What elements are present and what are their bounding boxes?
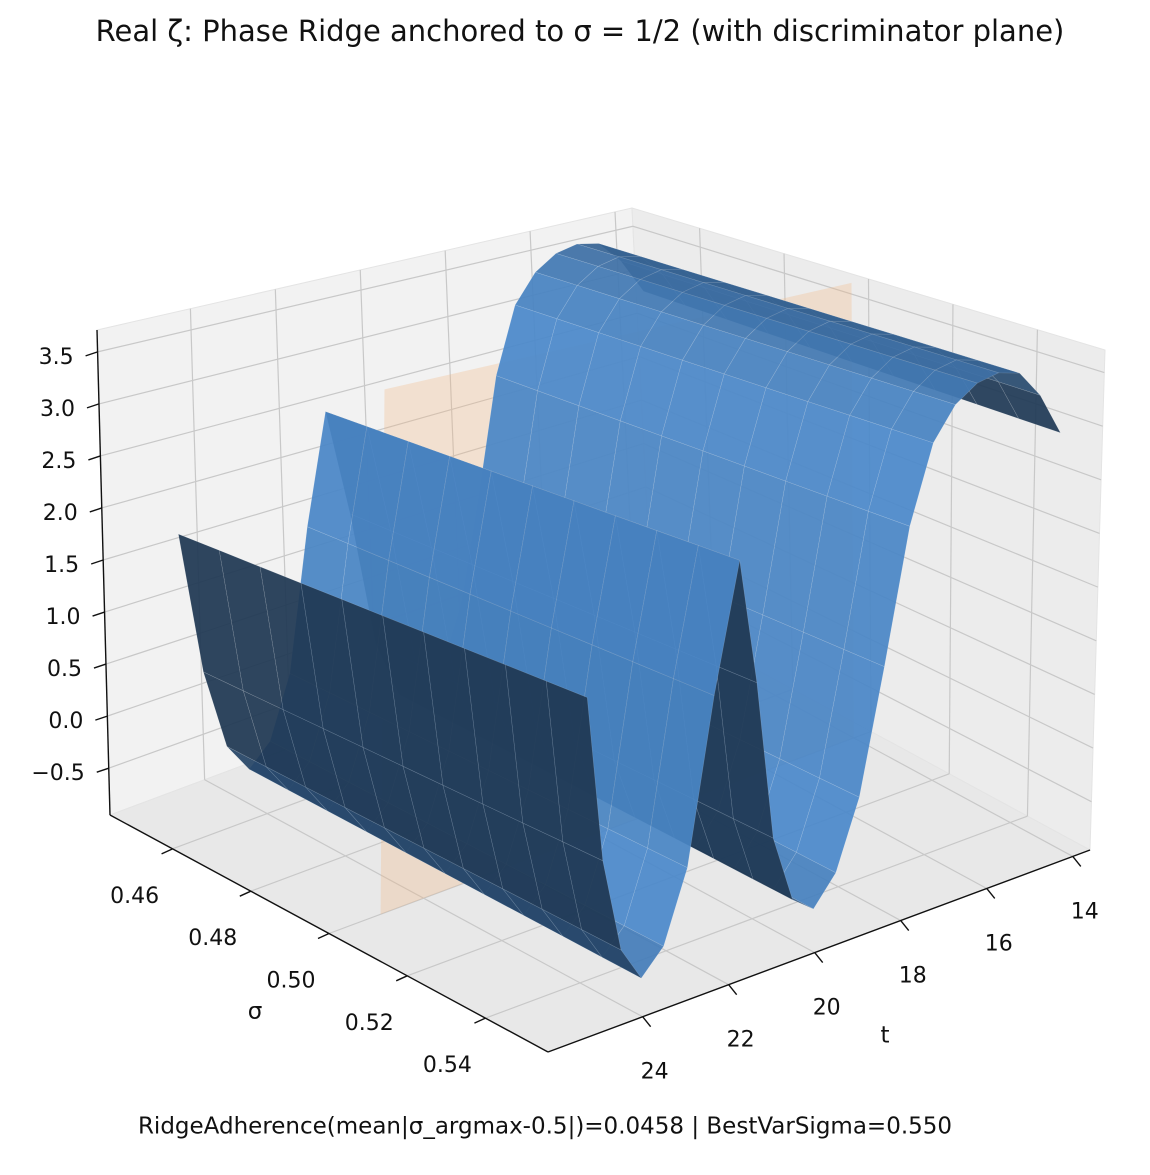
tick-mark (814, 952, 824, 964)
z-tick-label: −0.5 (31, 761, 84, 786)
z-tick-label: 3.5 (39, 345, 74, 370)
tick-mark (642, 1016, 652, 1028)
y-tick-label: 0.54 (423, 1053, 472, 1078)
tick-mark (900, 920, 910, 931)
y-tick-label: 0.48 (188, 926, 237, 951)
grid-line (485, 815, 1028, 1019)
y-axis (109, 814, 549, 1053)
x-tick-label: 14 (1071, 899, 1099, 924)
x-tick-label: 22 (727, 1028, 755, 1053)
tick-mark (1072, 855, 1082, 867)
z-tick-label: 0.0 (48, 709, 83, 734)
z-tick-label: 2.0 (43, 501, 78, 526)
tick-mark (93, 663, 107, 669)
y-tick-label: 0.46 (110, 884, 159, 909)
x-axis (547, 849, 1091, 1053)
chart-title: Real ζ: Phase Ridge anchored to σ = 1/2 … (96, 14, 1065, 48)
tick-mark (95, 715, 108, 721)
tick-mark (88, 455, 101, 461)
tick-mark (89, 507, 102, 513)
tick-mark (92, 611, 105, 617)
tick-mark (239, 890, 252, 897)
x-tick-label: 20 (813, 996, 841, 1021)
tick-mark (395, 975, 408, 982)
tick-mark (317, 932, 330, 940)
y-tick-label: 0.50 (267, 969, 316, 994)
surface-face (868, 428, 934, 527)
z-tick-label: 3.0 (40, 397, 75, 422)
z-tick-label: 1.5 (44, 553, 79, 578)
tick-mark (90, 559, 104, 565)
tick-mark (474, 1017, 486, 1024)
tick-mark (728, 984, 738, 996)
z-tick-label: 0.5 (47, 657, 82, 682)
tick-mark (161, 848, 173, 855)
x-axis-label: t (880, 1023, 889, 1049)
y-tick-label: 0.52 (345, 1011, 394, 1036)
tick-mark (96, 767, 109, 773)
x-tick-label: 24 (641, 1060, 669, 1085)
grid-line (97, 225, 634, 353)
y-axis-label: σ (248, 999, 263, 1025)
surface-face (673, 545, 741, 696)
x-tick-label: 18 (899, 964, 927, 989)
tick-mark (986, 888, 996, 899)
x-tick-label: 16 (985, 931, 1013, 956)
z-axis (96, 329, 111, 816)
z-tick-label: 1.0 (46, 605, 81, 630)
z-tick-label: 2.5 (41, 449, 76, 474)
tick-mark (86, 403, 100, 409)
footer-metrics: RidgeAdherence(mean|σ_argmax-0.5|)=0.045… (138, 1114, 952, 1140)
surface-face (545, 680, 604, 862)
tick-mark (85, 351, 98, 357)
